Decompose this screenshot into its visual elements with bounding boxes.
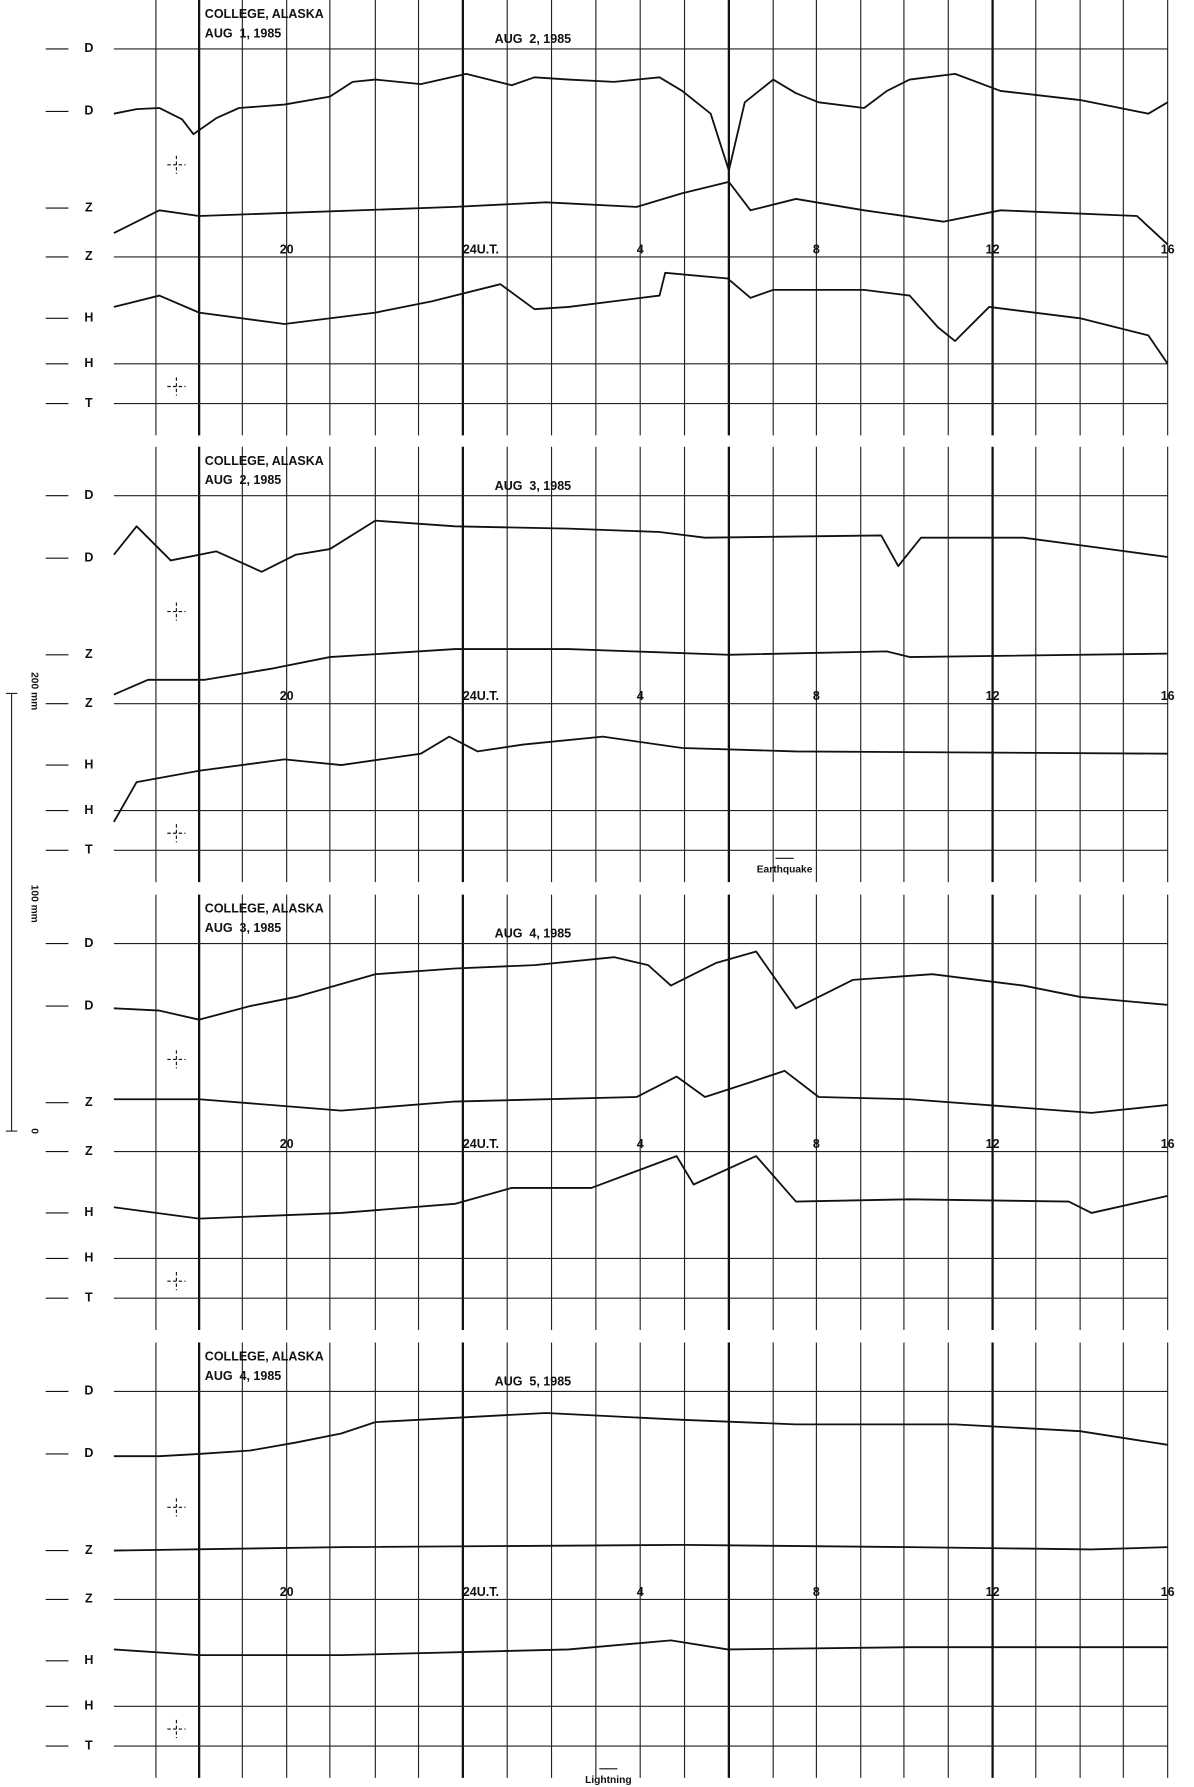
station: COLLEGE, ALASKA bbox=[205, 7, 324, 21]
annotation: Earthquake bbox=[757, 864, 813, 875]
hour-label: 16 bbox=[1161, 689, 1175, 703]
channel-label: H bbox=[84, 356, 93, 370]
channel-label: D bbox=[84, 1446, 93, 1460]
hour-label: 20 bbox=[280, 689, 294, 703]
scale-label: 200 mm bbox=[29, 672, 40, 710]
hour-label: 12 bbox=[986, 242, 1000, 256]
date-right: AUG 5, 1985 bbox=[495, 1375, 571, 1389]
channel-label: D bbox=[84, 550, 93, 564]
trace bbox=[113, 72, 1169, 172]
channel-label: D bbox=[84, 104, 93, 118]
channel-label: H bbox=[84, 311, 93, 325]
station: COLLEGE, ALASKA bbox=[205, 454, 324, 468]
channel-label: D bbox=[84, 998, 93, 1012]
hour-label: 24U.T. bbox=[463, 1137, 499, 1151]
channel-label: D bbox=[84, 936, 93, 950]
panel: D D Z Z H H T COLLEGE, ALASKA AUG 3, 1985 AUG 4, … bbox=[45, 894, 1175, 1331]
channel-label: T bbox=[85, 1738, 93, 1752]
hour-label: 16 bbox=[1161, 1585, 1175, 1599]
hour-label: 20 bbox=[280, 242, 294, 256]
channel-label: H bbox=[84, 757, 93, 771]
annotation: Lightning bbox=[585, 1775, 632, 1786]
channel-label: D bbox=[84, 488, 93, 502]
date-right: AUG 2, 1985 bbox=[495, 32, 571, 46]
trace bbox=[113, 271, 1169, 365]
channel-label: Z bbox=[85, 1592, 93, 1606]
channel-label: Z bbox=[85, 1095, 93, 1109]
hour-label: 8 bbox=[813, 689, 820, 703]
channel-label: T bbox=[85, 1290, 93, 1304]
trace bbox=[113, 519, 1168, 573]
channel-label: H bbox=[84, 803, 93, 817]
hour-label: 8 bbox=[813, 1137, 820, 1151]
hour-label: 24U.T. bbox=[463, 242, 499, 256]
trace bbox=[113, 1639, 1168, 1657]
date-right: AUG 4, 1985 bbox=[495, 927, 571, 941]
hour-label: 4 bbox=[637, 242, 644, 256]
station: COLLEGE, ALASKA bbox=[205, 902, 324, 916]
hour-label: 24U.T. bbox=[463, 689, 499, 703]
channel-label: Z bbox=[85, 249, 93, 263]
channel-label: D bbox=[84, 1384, 93, 1398]
date-left: AUG 1, 1985 bbox=[205, 26, 281, 40]
date-left: AUG 3, 1985 bbox=[205, 921, 281, 935]
hour-label: 12 bbox=[986, 1137, 1000, 1151]
trace bbox=[113, 1412, 1168, 1458]
channel-label: H bbox=[84, 1653, 93, 1667]
scale-label: 0 bbox=[29, 1128, 40, 1134]
trace bbox=[113, 950, 1168, 1021]
hour-label: 4 bbox=[637, 1585, 644, 1599]
trace bbox=[113, 1069, 1168, 1114]
channel-label: H bbox=[84, 1205, 93, 1219]
panel: D D Z Z H H T COLLEGE, ALASKA AUG 4, 1985 AUG 5, … bbox=[45, 1342, 1175, 1786]
trace bbox=[113, 648, 1168, 696]
panel: D D Z Z H H T COLLEGE, ALASKA AUG 2, 1985 AUG 3, … bbox=[45, 446, 1175, 883]
trace bbox=[113, 1155, 1168, 1220]
trace bbox=[113, 180, 1169, 246]
channel-label: D bbox=[84, 41, 93, 55]
hour-label: 8 bbox=[813, 1585, 820, 1599]
channel-label: Z bbox=[85, 696, 93, 710]
channel-label: T bbox=[85, 843, 93, 857]
channel-label: Z bbox=[85, 1144, 93, 1158]
channel-label: Z bbox=[85, 647, 93, 661]
scale-label: 100 mm bbox=[29, 885, 40, 923]
hour-label: 4 bbox=[637, 1137, 644, 1151]
hour-label: 4 bbox=[637, 689, 644, 703]
date-left: AUG 2, 1985 bbox=[205, 473, 281, 487]
channel-label: Z bbox=[85, 200, 93, 214]
hour-label: 12 bbox=[986, 1585, 1000, 1599]
hour-label: 24U.T. bbox=[463, 1585, 499, 1599]
date-left: AUG 4, 1985 bbox=[205, 1369, 281, 1383]
channel-label: H bbox=[84, 1699, 93, 1713]
hour-label: 12 bbox=[986, 689, 1000, 703]
station: COLLEGE, ALASKA bbox=[205, 1350, 324, 1364]
hour-label: 16 bbox=[1161, 242, 1175, 256]
hour-label: 20 bbox=[280, 1137, 294, 1151]
panel: D D Z Z H H T COLLEGE, ALASKA AUG 1, 1985 AUG 2, … bbox=[45, 0, 1175, 436]
hour-label: 8 bbox=[813, 242, 820, 256]
channel-label: Z bbox=[85, 1543, 93, 1557]
trace bbox=[113, 735, 1168, 823]
date-right: AUG 3, 1985 bbox=[495, 479, 571, 493]
channel-label: T bbox=[85, 396, 93, 410]
channel-label: H bbox=[84, 1251, 93, 1265]
hour-label: 20 bbox=[280, 1585, 294, 1599]
hour-label: 16 bbox=[1161, 1137, 1175, 1151]
trace bbox=[113, 1543, 1168, 1552]
